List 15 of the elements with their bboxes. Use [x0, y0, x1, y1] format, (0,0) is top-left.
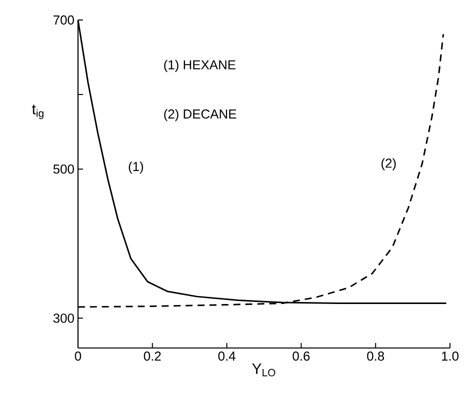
x-tick-label: 1.0: [442, 352, 459, 361]
y-tick-label: 500: [53, 164, 74, 174]
y-tick-label: 300: [53, 314, 74, 323]
x-tick-label: 0.6: [292, 352, 310, 361]
x-tick-label: 0: [74, 352, 82, 361]
y-tick-label: 700: [54, 15, 74, 25]
y-axis-title: t$_{ig}$: [32, 104, 44, 120]
annotation: (1): [128, 162, 144, 174]
annotation: (2): [382, 158, 396, 170]
x-axis-title: Y$_{LO}$: [252, 364, 276, 376]
x-tick-label: 0.8: [367, 352, 384, 361]
annotation: (1) HEXANE: [164, 60, 236, 72]
x-tick-label: 0.4: [218, 352, 236, 361]
x-tick-label: 0.2: [144, 352, 161, 361]
annotation: (2) DECANE: [164, 109, 236, 122]
